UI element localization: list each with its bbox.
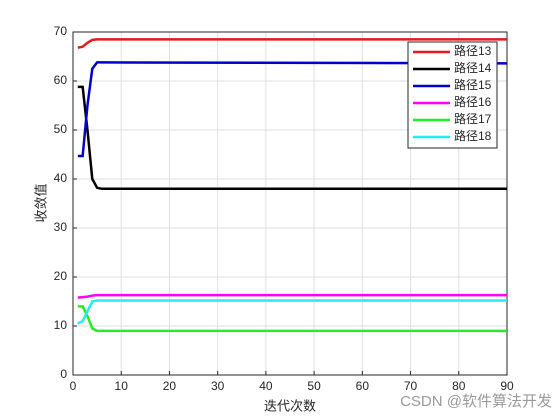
legend-label: 路径17 (454, 111, 492, 126)
y-tick-label: 20 (54, 269, 68, 283)
y-tick-label: 10 (54, 318, 68, 332)
x-axis-label: 迭代次数 (264, 398, 316, 413)
legend-label: 路径15 (454, 77, 492, 92)
x-tick-label: 30 (211, 379, 225, 393)
x-tick-label: 10 (115, 379, 129, 393)
y-tick-label: 40 (54, 171, 68, 185)
x-tick-label: 50 (307, 379, 321, 393)
x-tick-label: 0 (70, 379, 77, 393)
watermark: CSDN @软件算法开发 (400, 392, 552, 410)
legend-label: 路径13 (454, 43, 492, 58)
series-line (77, 299, 507, 325)
y-tick-label: 0 (60, 367, 67, 381)
x-tick-label: 70 (404, 379, 418, 393)
legend-label: 路径16 (454, 94, 492, 109)
y-axis-label: 收敛值 (33, 183, 48, 222)
plot-frame (72, 31, 508, 376)
legend: 路径13 路径14 路径15 路径16 路径17 路径18 (407, 41, 498, 149)
y-tick-label: 70 (54, 24, 68, 38)
series-line (77, 61, 508, 158)
series-line (77, 38, 507, 49)
x-tick-label: 40 (259, 379, 273, 393)
legend-label: 路径14 (454, 60, 492, 75)
legend-box (407, 41, 498, 149)
x-tick-label: 60 (356, 379, 370, 393)
y-tick-label: 50 (54, 122, 68, 136)
series-line (77, 293, 507, 299)
y-tick-label: 60 (54, 73, 68, 87)
y-tick-label: 30 (54, 220, 68, 234)
x-tick-label: 20 (163, 379, 177, 393)
series-line (77, 85, 507, 191)
x-tick-label: 80 (452, 379, 466, 393)
series-line (77, 305, 507, 333)
legend-label: 路径18 (454, 128, 492, 143)
x-tick-label: 90 (500, 379, 514, 393)
